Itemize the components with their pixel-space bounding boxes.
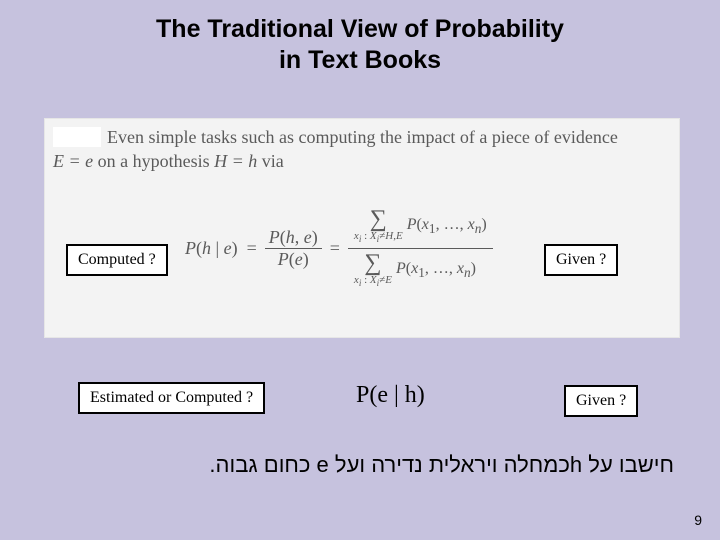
formula: P(h | e) = P(h, e) P(e) = ∑ xi : Xi≠H,E … <box>185 207 493 290</box>
formula-den-sum: ∑ xi : Xi≠E P(x1, …, xn) <box>348 249 493 290</box>
sigma-top-cond: xi : Xi≠H,E <box>354 231 403 244</box>
math-H-h: H = h <box>214 151 257 171</box>
textbook-figure: Even simple tasks such as computing the … <box>44 118 680 338</box>
hebrew-note: חישבו על hכמחלה ויראלית נדירה ועל e כחום… <box>209 452 674 478</box>
formula-mid-num: P(h, e) <box>265 227 322 249</box>
figure-intro-text: Even simple tasks such as computing the … <box>107 127 618 148</box>
sigma-bot-body: P(x1, …, xn) <box>396 260 476 281</box>
formula-mid-den: P(e) <box>265 249 322 270</box>
formula-eq2: = <box>330 238 340 259</box>
title-line-1: The Traditional View of Probability <box>0 14 720 45</box>
center-expression: P(e | h) <box>356 382 425 409</box>
figure-line2-text: on a hypothesis <box>93 151 214 171</box>
label-computed: Computed ? <box>66 244 168 276</box>
formula-mid-frac: P(h, e) P(e) <box>265 227 322 270</box>
sigma-bot-cond: xi : Xi≠E <box>354 275 392 288</box>
formula-lhs: P(h | e) = <box>185 238 257 259</box>
formula-num-sum: ∑ xi : Xi≠H,E P(x1, …, xn) <box>348 207 493 249</box>
label-given-top: Given ? <box>544 244 618 276</box>
sigma-bot: ∑ xi : Xi≠E <box>354 253 392 288</box>
white-patch <box>53 127 101 147</box>
math-E-e: E = e <box>53 151 93 171</box>
formula-big-frac: ∑ xi : Xi≠H,E P(x1, …, xn) ∑ xi : Xi≠E P… <box>348 207 493 290</box>
sigma-top: ∑ xi : Xi≠H,E <box>354 209 403 244</box>
slide-title: The Traditional View of Probability in T… <box>0 0 720 77</box>
label-estimated-computed: Estimated or Computed ? <box>78 382 265 414</box>
title-line-2: in Text Books <box>0 45 720 76</box>
figure-line2-tail: via <box>257 151 284 171</box>
label-given-bottom: Given ? <box>564 385 638 417</box>
figure-line2: E = e on a hypothesis H = h via <box>53 151 284 172</box>
page-number: 9 <box>694 512 702 528</box>
sigma-top-body: P(x1, …, xn) <box>407 216 487 237</box>
